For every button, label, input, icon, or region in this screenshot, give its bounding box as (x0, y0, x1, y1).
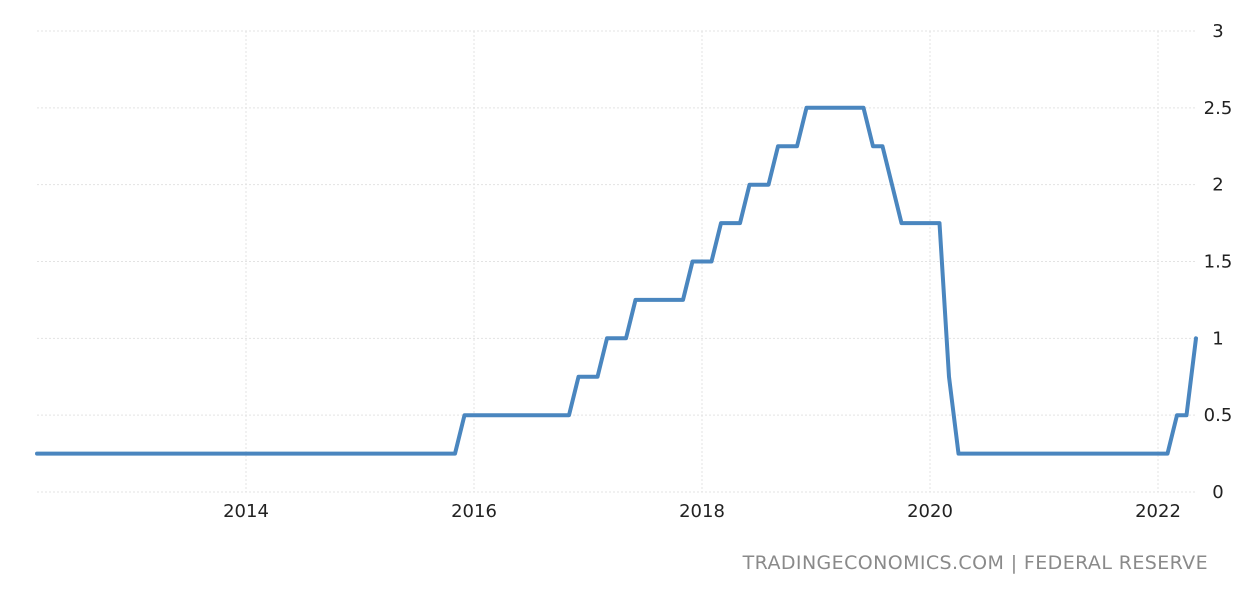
x-tick-label: 2014 (223, 501, 269, 522)
y-tick-label: 1.5 (1204, 252, 1233, 273)
series-layer (35, 105, 1198, 456)
y-tick-label: 0 (1212, 482, 1223, 503)
x-axis: 2014 2016 2018 2020 2022 (223, 501, 1181, 522)
source-credit: TRADINGECONOMICS.COM | FEDERAL RESERVE (742, 552, 1208, 574)
y-tick-label: 0.5 (1204, 405, 1233, 426)
x-tick-label: 2018 (679, 501, 725, 522)
y-tick-label: 3 (1212, 21, 1223, 42)
series-line (35, 105, 1198, 456)
y-tick-label: 1 (1212, 328, 1223, 349)
y-axis: 0 0.5 1 1.5 2 2.5 3 (1204, 21, 1233, 503)
x-tick-label: 2016 (451, 501, 497, 522)
x-tick-label: 2020 (907, 501, 953, 522)
y-tick-label: 2 (1212, 175, 1223, 196)
x-tick-label: 2022 (1135, 501, 1181, 522)
grid-layer (37, 30, 1196, 493)
y-tick-label: 2.5 (1204, 98, 1233, 119)
